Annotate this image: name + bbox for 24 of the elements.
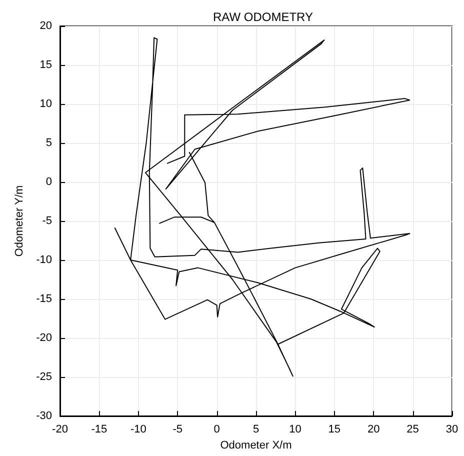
y-tick-label: 20	[40, 20, 52, 32]
y-tick-label: 0	[46, 176, 52, 188]
x-tick-label: 15	[328, 424, 341, 436]
y-tick-label: 15	[40, 59, 52, 71]
x-tick-label: -5	[172, 424, 182, 436]
y-axis-title: Odometer Y/m	[14, 185, 26, 257]
x-tick-label: -15	[91, 424, 108, 436]
x-tick-label: 20	[367, 424, 380, 436]
y-tick-label: -10	[36, 254, 52, 266]
x-tick-label: 0	[214, 424, 220, 436]
chart-title: RAW ODOMETRY	[212, 10, 314, 24]
x-tick-label: 5	[252, 424, 260, 436]
y-tick-label: -30	[36, 410, 52, 422]
x-tick-label: 30	[446, 424, 458, 436]
x-axis-title: Odometer X/m	[220, 439, 292, 452]
x-tick-label: 25	[406, 424, 419, 436]
y-tick-label: 10	[40, 98, 52, 110]
y-tick-label: 5	[46, 137, 52, 149]
x-tick-label: -10	[130, 424, 146, 436]
y-tick-label: -15	[36, 293, 52, 305]
x-tick-label: 10	[289, 424, 302, 436]
y-tick-label: -25	[36, 371, 52, 383]
y-tick-label: -20	[36, 332, 52, 344]
y-tick-label: -5	[42, 215, 52, 227]
